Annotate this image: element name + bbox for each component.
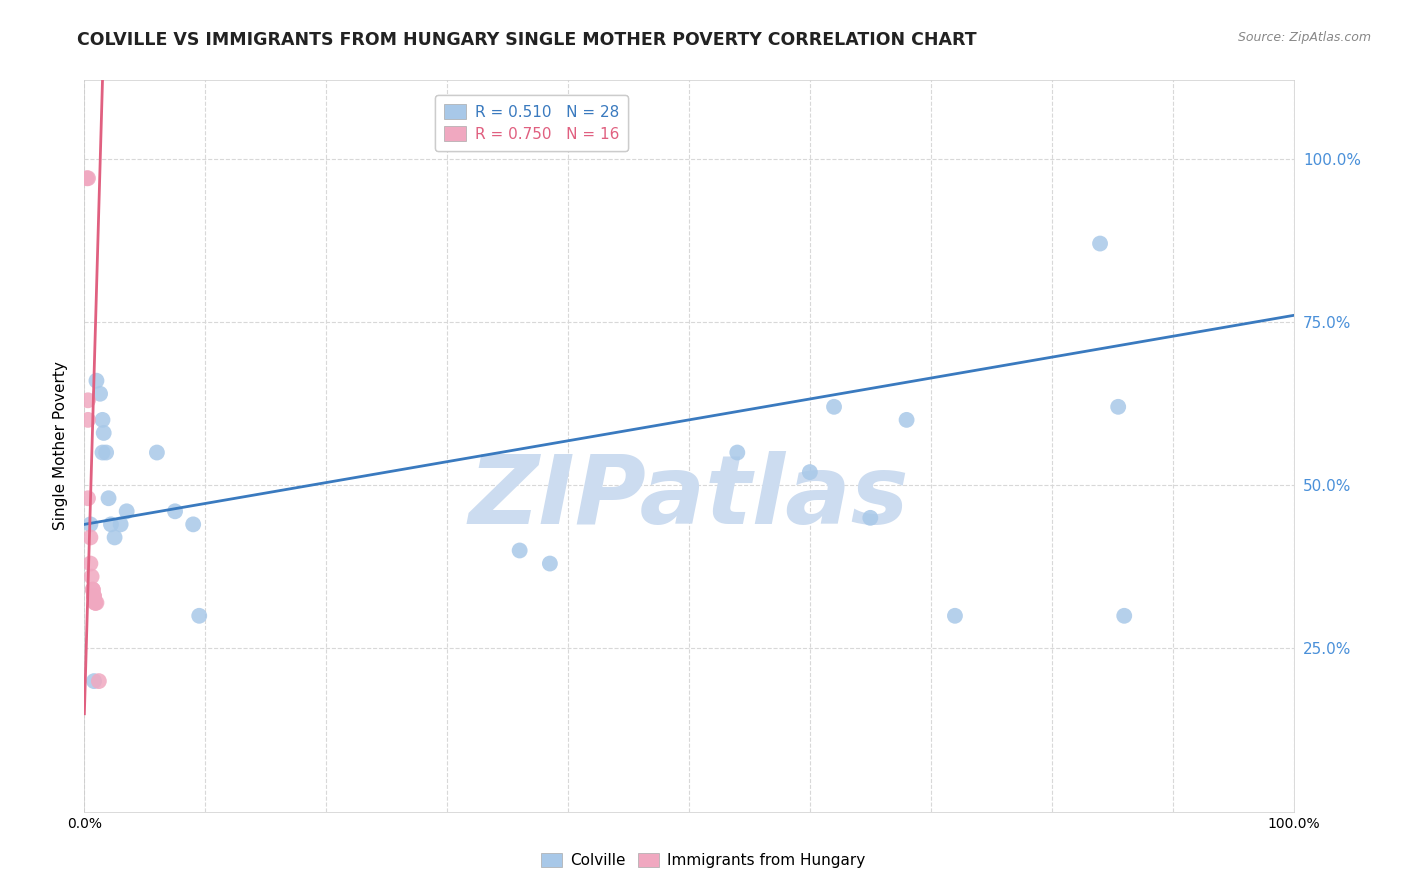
Point bbox=[82, 582, 104, 597]
Point bbox=[100, 517, 122, 532]
Point bbox=[725, 445, 748, 459]
Text: COLVILLE VS IMMIGRANTS FROM HUNGARY SINGLE MOTHER POVERTY CORRELATION CHART: COLVILLE VS IMMIGRANTS FROM HUNGARY SING… bbox=[77, 31, 977, 49]
Legend: R = 0.510   N = 28, R = 0.750   N = 16: R = 0.510 N = 28, R = 0.750 N = 16 bbox=[434, 95, 628, 151]
Point bbox=[91, 413, 114, 427]
Point bbox=[83, 674, 105, 689]
Point bbox=[165, 504, 187, 518]
Legend: Colville, Immigrants from Hungary: Colville, Immigrants from Hungary bbox=[531, 843, 875, 877]
Point bbox=[509, 543, 531, 558]
Point bbox=[77, 413, 100, 427]
Point bbox=[84, 596, 107, 610]
Point bbox=[1088, 236, 1111, 251]
Point bbox=[115, 504, 138, 518]
Point bbox=[93, 425, 115, 440]
Point bbox=[1114, 608, 1136, 623]
Text: Source: ZipAtlas.com: Source: ZipAtlas.com bbox=[1237, 31, 1371, 45]
Point bbox=[188, 608, 211, 623]
Point bbox=[943, 608, 966, 623]
Point bbox=[1107, 400, 1129, 414]
Point bbox=[97, 491, 120, 506]
Point bbox=[104, 530, 127, 544]
Point bbox=[79, 517, 101, 532]
Point bbox=[84, 596, 107, 610]
Point bbox=[94, 445, 117, 459]
Point bbox=[83, 589, 105, 603]
Point bbox=[76, 171, 98, 186]
Point bbox=[823, 400, 845, 414]
Point bbox=[538, 557, 561, 571]
Point bbox=[86, 596, 108, 610]
Point bbox=[181, 517, 204, 532]
Point bbox=[79, 557, 101, 571]
Point bbox=[86, 374, 108, 388]
Point bbox=[859, 511, 882, 525]
Point bbox=[896, 413, 918, 427]
Point bbox=[146, 445, 169, 459]
Point bbox=[80, 569, 103, 583]
Point bbox=[77, 491, 100, 506]
Point bbox=[77, 171, 100, 186]
Point bbox=[110, 517, 132, 532]
Point bbox=[91, 445, 114, 459]
Point bbox=[799, 465, 821, 479]
Y-axis label: Single Mother Poverty: Single Mother Poverty bbox=[53, 361, 69, 531]
Point bbox=[87, 674, 110, 689]
Point bbox=[77, 393, 100, 408]
Point bbox=[79, 530, 101, 544]
Text: ZIPatlas: ZIPatlas bbox=[468, 450, 910, 544]
Point bbox=[89, 386, 111, 401]
Point bbox=[83, 589, 105, 603]
Point bbox=[82, 582, 104, 597]
